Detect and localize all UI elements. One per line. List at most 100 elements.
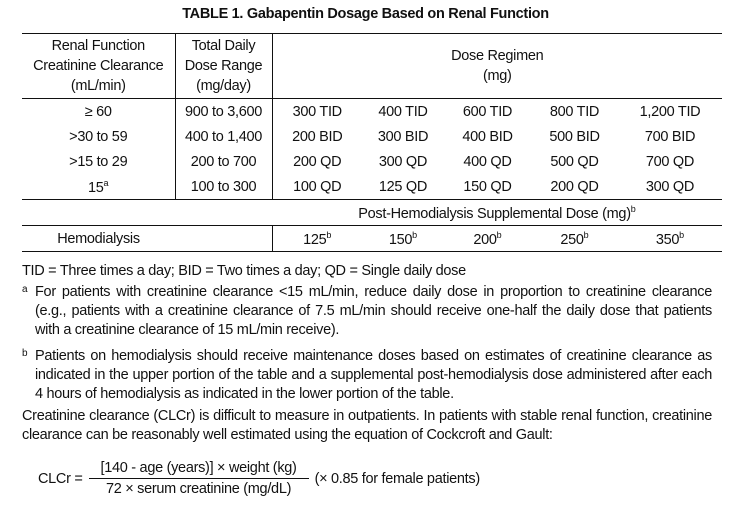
cell-text: 125 QD [378,178,428,195]
cell-text: 200 QD [550,178,599,195]
cell: 125b [272,225,362,252]
header-line: Dose Range [184,58,263,74]
header-cell: Dose Regimen (mg) [272,33,722,99]
header-line: (mg) [482,68,512,84]
header-line: (mg/day) [196,78,251,94]
cell-text: 300 TID [292,103,343,120]
abbreviations: TID = Three times a day; BID = Two times… [22,263,466,279]
header-row: Renal Function Creatinine Clearance (mL/mi… [22,33,722,99]
footnote-mark: b [326,229,332,240]
cell: 125 QD [362,174,444,200]
denominator: 72 × serum creatinine (mg/dL) [105,481,292,497]
header-line: Renal Function [51,38,146,54]
cell: 100 to 300 [175,174,273,200]
data-row: ≥ 60 900 to 3,600 300 TID 400 TID 600 TID 800… [22,98,722,125]
formula-suffix: (× 0.85 for female patients) [314,470,481,487]
cell: ≥ 60 [22,98,176,124]
cell-text: 600 TID [462,103,513,120]
cell: 150b [362,225,444,252]
footnote-mark: a [103,177,109,188]
cell-text: 150 QD [463,178,512,195]
data-row: >15 to 29 200 to 700 200 QD 300 QD 400 QD 500… [22,149,722,174]
data-row: 15a 100 to 300 100 QD 125 QD 150 QD 200 QD 300… [22,174,722,200]
footnote-mark: a [22,284,28,295]
cell-text: 250 [560,231,584,248]
cell-text: Post-Hemodialysis Supplemental Dose (mg) [358,205,631,222]
footnote-mark: b [679,229,685,240]
cell: 700 BID [618,124,722,149]
cell-text: 1,200 TID [639,103,701,120]
cell-text: 150 [388,231,413,248]
supplemental-header: Post-Hemodialysis Supplemental Dose (mg)… [272,199,722,226]
table-body: Renal Function Creatinine Clearance (mL/mi… [22,33,722,252]
cell: 400 TID [362,99,444,125]
cell-text: 400 TID [378,103,428,120]
fraction: [140 - age (years)] × weight (kg) 72 × s… [88,460,309,497]
footnote: b Patients on hemodialysis should receive… [22,347,712,404]
cell-text: 500 QD [550,153,599,170]
cell: 1,200 TID [618,99,722,125]
header-line: (mL/min) [70,78,126,94]
data-row: >30 to 59 400 to 1,400 200 BID 300 BID 400 B… [22,124,722,149]
footnote-mark: b [630,203,636,214]
empty-cell [175,199,272,226]
footnote-mark: b [22,348,28,359]
cell: 600 TID [444,99,531,125]
cell: 200 QD [531,174,618,200]
footnote: a For patients with creatinine clearance … [22,283,712,340]
header-line: Dose Regimen [451,48,544,64]
cell: >15 to 29 [22,149,176,174]
cell-text: 500 BID [549,128,600,145]
empty-cell [175,225,273,252]
cell: 900 to 3,600 [175,98,273,124]
cell: 300 QD [362,149,444,174]
cell: 400 BID [444,124,531,149]
supplemental-row: Post-Hemodialysis Supplemental Dose (mg)… [22,199,722,226]
cell-text: 400 BID [462,128,513,145]
numerator: [140 - age (years)] × weight (kg) [88,460,309,479]
cell: 300 BID [362,124,444,149]
header-cell: Renal Function Creatinine Clearance (mL/mi… [22,33,176,99]
header-cell: Total Daily Dose Range (mg/day) [175,33,273,99]
paragraph: Creatinine clearance (CLCr) is difficult… [22,408,712,443]
footnote-mark: b [496,229,502,240]
footnote-mark: b [412,229,418,240]
footnote-text: For patients with creatinine clearance <… [35,284,712,338]
cell-text: 350 [655,231,680,248]
cell-text: 200 BID [292,128,343,145]
cell: 350b [618,225,722,252]
cell-text: 300 QD [645,178,695,195]
cell: 200 BID [272,124,362,149]
footnote-text: Patients on hemodialysis should receive … [35,348,712,402]
cell-text: 100 to 300 [190,178,257,195]
cell-text: 700 BID [644,128,696,145]
cell: 300 TID [272,99,362,125]
cell-text: 300 QD [378,153,428,170]
empty-cell [22,199,175,226]
cell-text: 300 BID [377,128,429,145]
dosage-table: Renal Function Creatinine Clearance (mL/mi… [22,33,722,252]
cell: 150 QD [444,174,531,200]
cell-text: 400 to 1,400 [184,128,263,145]
cell: 400 QD [444,149,531,174]
cell: 700 QD [618,149,722,174]
formula-lhs: CLCr = [38,470,83,487]
cell-text: >30 to 59 [69,128,128,145]
cell: 250b [531,225,618,252]
cell: 500 QD [531,149,618,174]
cell: 15a [22,174,176,200]
cell-text: 400 QD [463,153,512,170]
cell: 100 QD [272,174,362,200]
footnote-mark: b [583,229,589,240]
hemodialysis-row: Hemodialysis 125b 150b 200b 250b 350b [22,225,722,252]
cell: 200 QD [272,149,362,174]
cell: 400 to 1,400 [175,124,273,149]
header-line: Creatinine Clearance [33,58,164,74]
cell-text: 200 to 700 [190,153,257,170]
cell: >30 to 59 [22,124,176,149]
cell-text: >15 to 29 [69,153,128,170]
cell: Hemodialysis [22,225,175,252]
cell-text: 200 QD [293,153,342,170]
cell-text: 125 [303,231,327,248]
